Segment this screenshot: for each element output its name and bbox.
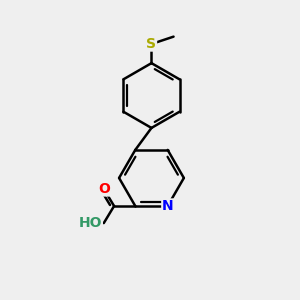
Text: S: S — [146, 37, 157, 51]
Text: N: N — [162, 199, 173, 213]
Text: HO: HO — [79, 216, 102, 230]
Text: O: O — [98, 182, 110, 196]
